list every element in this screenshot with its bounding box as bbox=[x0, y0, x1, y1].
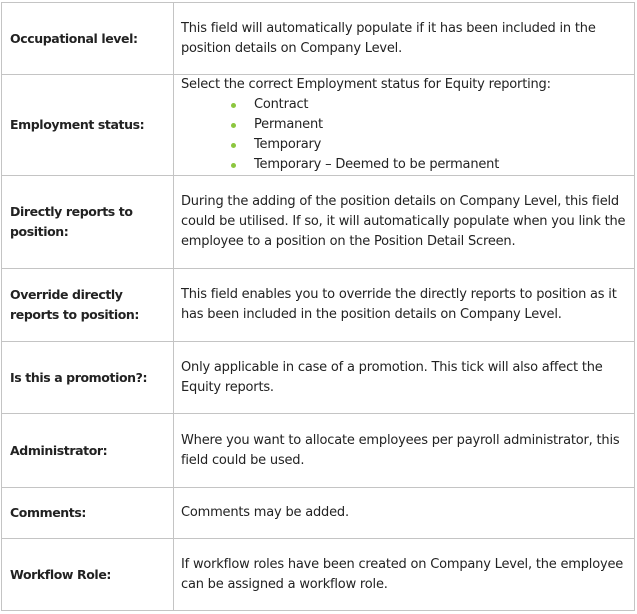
list-item: Contract bbox=[231, 95, 628, 115]
table-row: Administrator: Where you want to allocat… bbox=[1, 413, 635, 488]
field-label: Override directly reports to position: bbox=[1, 268, 174, 342]
field-description: If workflow roles have been created on C… bbox=[173, 538, 635, 611]
table-row: Is this a promotion?: Only applicable in… bbox=[1, 341, 635, 414]
field-description: Select the correct Employment status for… bbox=[173, 74, 635, 176]
table-row: Directly reports to position: During the… bbox=[1, 175, 635, 269]
field-label: Administrator: bbox=[1, 413, 174, 488]
list-item: Temporary bbox=[231, 135, 628, 155]
table-row: Comments: Comments may be added. bbox=[1, 487, 635, 539]
field-description: During the adding of the position detail… bbox=[173, 175, 635, 269]
list-item: Permanent bbox=[231, 115, 628, 135]
table-row: Override directly reports to position: T… bbox=[1, 268, 635, 342]
bullet-list: Contract Permanent Temporary Temporary –… bbox=[181, 95, 628, 175]
field-label: Workflow Role: bbox=[1, 538, 174, 611]
field-description: This field enables you to override the d… bbox=[173, 268, 635, 342]
field-description: Only applicable in case of a promotion. … bbox=[173, 341, 635, 414]
list-item: Temporary – Deemed to be permanent bbox=[231, 155, 628, 175]
field-description: Where you want to allocate employees per… bbox=[173, 413, 635, 488]
field-label: Employment status: bbox=[1, 74, 174, 176]
description-text: Select the correct Employment status for… bbox=[181, 77, 551, 92]
field-label: Comments: bbox=[1, 487, 174, 539]
field-label: Is this a promotion?: bbox=[1, 341, 174, 414]
field-label: Directly reports to position: bbox=[1, 175, 174, 269]
table-row: Workflow Role: If workflow roles have be… bbox=[1, 538, 635, 611]
table-row: Occupational level: This field will auto… bbox=[1, 2, 635, 75]
table-row: Employment status: Select the correct Em… bbox=[1, 74, 635, 176]
field-description: Comments may be added. bbox=[173, 487, 635, 539]
field-description: This field will automatically populate i… bbox=[173, 2, 635, 75]
field-label: Occupational level: bbox=[1, 2, 174, 75]
